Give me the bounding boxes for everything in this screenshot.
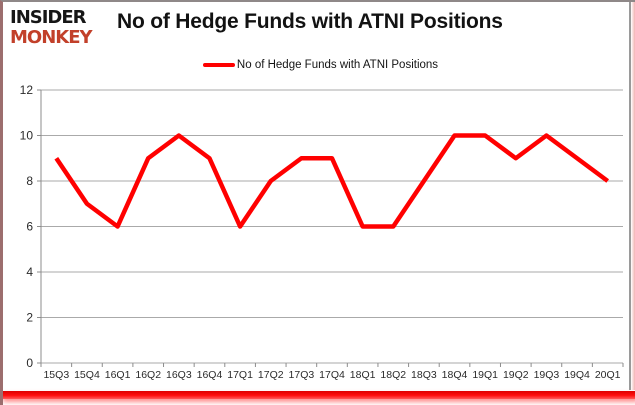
x-axis-tick-label: 16Q1 [105, 369, 131, 381]
x-axis-tick-label: 18Q4 [442, 369, 468, 381]
y-axis-tick-label: 2 [26, 311, 33, 325]
y-axis-tick-label: 6 [26, 220, 33, 234]
x-axis-tick-label: 20Q1 [595, 369, 621, 381]
x-axis-tick-label: 17Q2 [258, 369, 284, 381]
x-axis-tick-label: 17Q4 [319, 369, 345, 381]
logo-insider-text: INSIDER [10, 7, 87, 28]
x-axis-tick-label: 18Q1 [350, 369, 376, 381]
data-series-line [54, 133, 610, 229]
bottom-red-bar [3, 391, 635, 399]
x-axis-tick-label: 19Q2 [503, 369, 529, 381]
x-axis-tick-label: 19Q1 [472, 369, 498, 381]
x-axis-tick-label: 17Q3 [289, 369, 315, 381]
x-axis-tick-label: 16Q4 [197, 369, 223, 381]
x-axis-tick-label: 18Q2 [380, 369, 406, 381]
x-axis-tick-label: 19Q3 [534, 369, 560, 381]
x-axis-tick-label: 15Q4 [74, 369, 100, 381]
legend-label: No of Hedge Funds with ATNI Positions [236, 59, 439, 71]
insider-monkey-logo: INSIDER MONKEY [10, 8, 110, 48]
x-axis-tick-label: 19Q4 [564, 369, 590, 381]
y-axis-tick-label: 4 [26, 265, 33, 279]
chart-title: No of Hedge Funds with ATNI Positions [117, 10, 503, 33]
legend: No of Hedge Funds with ATNI Positions [3, 57, 635, 73]
y-axis-tick-label: 8 [26, 174, 33, 188]
x-axis-tick-label: 16Q2 [135, 369, 161, 381]
right-edge-glow [631, 2, 635, 390]
x-axis-tick-label: 17Q1 [227, 369, 253, 381]
x-axis-tick-label: 16Q3 [166, 369, 192, 381]
y-axis-tick-label: 0 [26, 356, 33, 370]
y-axis-tick-label: 10 [20, 129, 34, 143]
x-axis-tick-label: 15Q3 [43, 369, 69, 381]
right-border [629, 2, 631, 390]
y-axis-tick-label: 12 [20, 83, 34, 97]
logo-monkey-text: MONKEY [10, 27, 93, 48]
legend-line-swatch [202, 63, 235, 67]
x-axis-tick-label: 18Q3 [411, 369, 437, 381]
